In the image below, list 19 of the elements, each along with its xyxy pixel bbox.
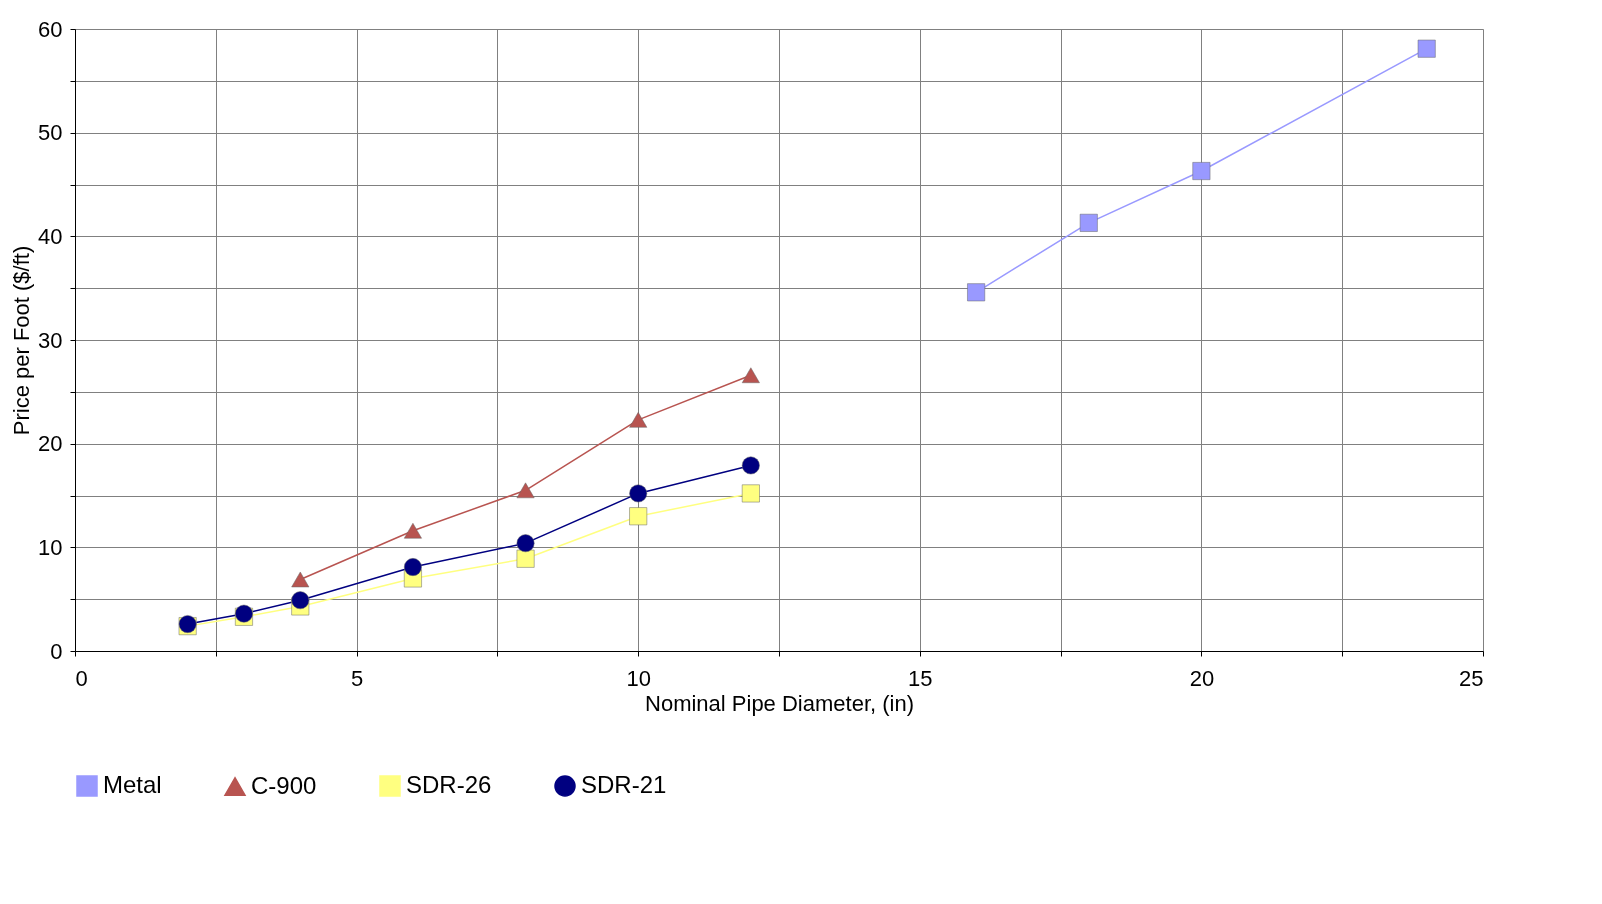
x-tick-label: 15 [908, 665, 933, 691]
x-tick-label: 10 [626, 665, 651, 691]
y-axis-title: Price per Foot ($/ft) [9, 245, 35, 436]
y-tick-label: 0 [50, 638, 63, 664]
legend-label: Metal [103, 771, 162, 798]
y-tick-label: 40 [38, 223, 63, 249]
y-tick-label: 30 [38, 327, 63, 353]
legend-label: SDR-26 [406, 771, 492, 798]
y-tick-label: 20 [38, 431, 63, 457]
x-axis-title: Nominal Pipe Diameter, (in) [645, 690, 914, 716]
y-tick-label: 60 [38, 16, 63, 42]
x-tick-label: 25 [1459, 665, 1484, 691]
y-tick-label: 10 [38, 534, 63, 560]
y-tick-label: 50 [38, 120, 63, 146]
x-tick-label: 0 [75, 665, 88, 691]
legend-label: C-900 [251, 771, 317, 799]
legend-label: SDR-21 [581, 771, 667, 798]
x-tick-label: 5 [350, 665, 364, 691]
x-tick-label: 20 [1189, 665, 1215, 691]
